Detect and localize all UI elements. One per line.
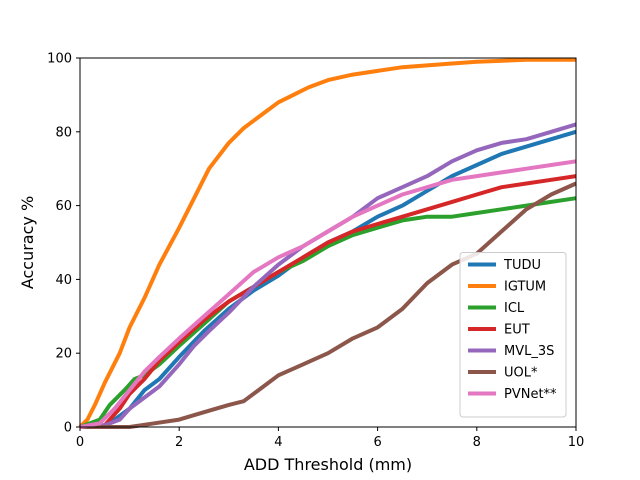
legend-label: IGTUM (504, 280, 546, 295)
legend-label: MVL_3S (504, 344, 554, 359)
legend-label: UOL* (504, 366, 538, 381)
y-tick-label: 60 (55, 199, 72, 214)
legend-label: PVNet** (504, 387, 557, 402)
y-tick-label: 0 (64, 421, 72, 436)
series-line-mvl-3s (79, 122, 577, 429)
x-tick-label: 10 (568, 435, 585, 450)
series-line-eut (79, 174, 577, 429)
y-axis-label: Accuracy % (18, 196, 37, 289)
legend-box (459, 252, 567, 418)
plot-frame (79, 57, 577, 428)
x-tick-label: 0 (76, 435, 84, 450)
x-tick-label: 2 (175, 435, 183, 450)
legend-label: EUT (504, 323, 530, 338)
y-axis-ticks: 0 20 40 60 80 100 (47, 52, 80, 436)
x-tick-label: 4 (274, 435, 282, 450)
x-tick-label: 6 (373, 435, 381, 450)
series-layer (78, 57, 577, 429)
x-tick-label: 8 (473, 435, 481, 450)
y-tick-label: 40 (55, 273, 72, 288)
x-axis-ticks: 0 2 4 6 8 10 (76, 427, 584, 450)
series-line-igtum (78, 57, 576, 429)
y-tick-label: 20 (55, 347, 72, 362)
legend-label: TUDU (503, 258, 541, 273)
legend: TUDU IGTUM ICL EUT MVL_3S UOL* PVNet** (459, 252, 567, 418)
y-tick-label: 100 (47, 52, 72, 67)
legend-label: ICL (504, 301, 525, 316)
series-line-pvnet- (79, 159, 577, 429)
x-axis-label: ADD Threshold (mm) (244, 455, 412, 474)
series-line-uol- (80, 181, 577, 429)
y-tick-label: 80 (55, 125, 72, 140)
